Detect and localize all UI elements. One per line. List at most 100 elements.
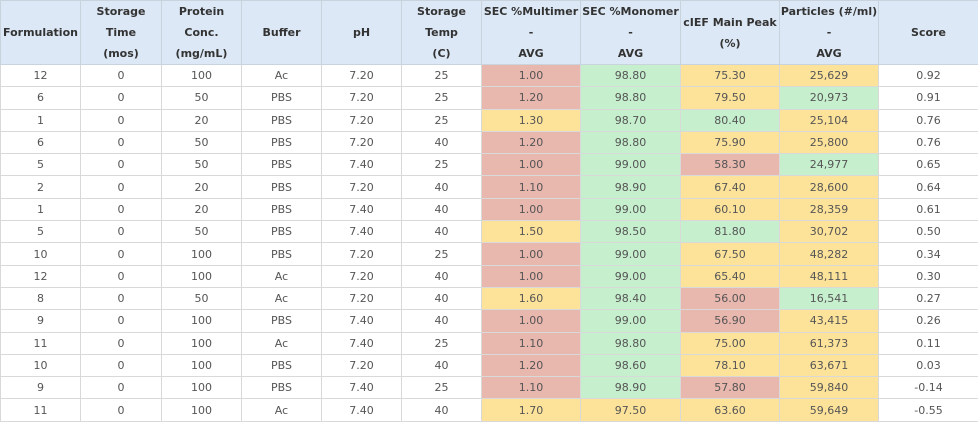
table-cell: 0 [81,354,162,376]
table-cell: 0.34 [879,243,978,265]
table-cell: 48,111 [780,265,879,287]
table-cell: 0 [81,87,162,109]
table-cell: 7.20 [322,109,402,131]
table-cell: 0 [81,154,162,176]
table-cell: 75.00 [681,332,780,354]
table-cell: 20,973 [780,87,879,109]
table-cell: 59,840 [780,377,879,399]
table-cell: 1.00 [482,310,581,332]
header-text: Protein Conc. [162,1,241,43]
table-cell: 65.40 [681,265,780,287]
table-cell: 25 [402,154,482,176]
table-cell: 12 [1,65,81,87]
table-cell: 0.61 [879,198,978,220]
table-cell: 0 [81,243,162,265]
table-cell: 98.50 [581,221,681,243]
table-cell: 1.10 [482,332,581,354]
table-cell: 98.90 [581,176,681,198]
table-cell: 0 [81,109,162,131]
table-cell: Ac [242,265,322,287]
table-cell: 0 [81,198,162,220]
table-cell: 75.90 [681,131,780,153]
table-cell: 9 [1,310,81,332]
table-cell: 11 [1,399,81,421]
table-cell: 1.10 [482,377,581,399]
table-cell: 1.20 [482,131,581,153]
table-cell: 100 [162,332,242,354]
table-cell: 1.20 [482,87,581,109]
table-cell: 0 [81,332,162,354]
table-cell: 50 [162,87,242,109]
table-cell: 7.40 [322,154,402,176]
table-cell: 63,671 [780,354,879,376]
table-cell: 25,104 [780,109,879,131]
table-cell: 20 [162,109,242,131]
table-cell: 9 [1,377,81,399]
table-cell: PBS [242,154,322,176]
header-text: (%) [681,33,779,54]
table-cell: Ac [242,65,322,87]
table-cell: 1.30 [482,109,581,131]
table-cell: 79.50 [681,87,780,109]
table-cell: 98.60 [581,354,681,376]
table-cell: 0.11 [879,332,978,354]
table-cell: 0.26 [879,310,978,332]
table-cell: PBS [242,176,322,198]
header-text: AVG [482,43,580,64]
header-text: Formulation [1,22,80,43]
table-cell: 10 [1,243,81,265]
table-cell: 98.80 [581,65,681,87]
table-cell: 20 [162,198,242,220]
header-cell: cIEF Main Peak(%) [681,1,780,65]
header-text: SEC %Multimer - [482,1,580,43]
table-cell: PBS [242,243,322,265]
table-cell: 1 [1,109,81,131]
table-cell: 58.30 [681,154,780,176]
table-cell: 25 [402,332,482,354]
table-cell: PBS [242,198,322,220]
table-cell: 0 [81,176,162,198]
header-text: Score [879,22,978,43]
table-cell: 16,541 [780,287,879,309]
header-text: Buffer [242,22,321,43]
table-cell: 5 [1,221,81,243]
header-cell: Score [879,1,978,65]
table-cell: 67.50 [681,243,780,265]
table-cell: 40 [402,221,482,243]
table-cell: PBS [242,354,322,376]
table-cell: 78.10 [681,354,780,376]
table-cell: 11 [1,332,81,354]
table-cell: 60.10 [681,198,780,220]
table-cell: 0 [81,265,162,287]
header-cell: pH [322,1,402,65]
table-cell: 98.80 [581,87,681,109]
table-cell: 1.20 [482,354,581,376]
table-cell: Ac [242,332,322,354]
table-cell: 25,629 [780,65,879,87]
table-cell: 0 [81,131,162,153]
table-cell: 67.40 [681,176,780,198]
table-cell: PBS [242,221,322,243]
table-cell: 59,649 [780,399,879,421]
table-cell: -0.14 [879,377,978,399]
table-cell: 100 [162,65,242,87]
header-text: cIEF Main Peak [681,12,779,33]
header-text: pH [322,22,401,43]
table-cell: 98.70 [581,109,681,131]
table-cell: 7.20 [322,131,402,153]
header-text: (mos) [81,43,161,64]
table-cell: 28,600 [780,176,879,198]
table-cell: 99.00 [581,310,681,332]
table-cell: 6 [1,87,81,109]
table-cell: PBS [242,377,322,399]
table-cell: 0.50 [879,221,978,243]
header-text: AVG [581,43,680,64]
table-cell: 40 [402,198,482,220]
